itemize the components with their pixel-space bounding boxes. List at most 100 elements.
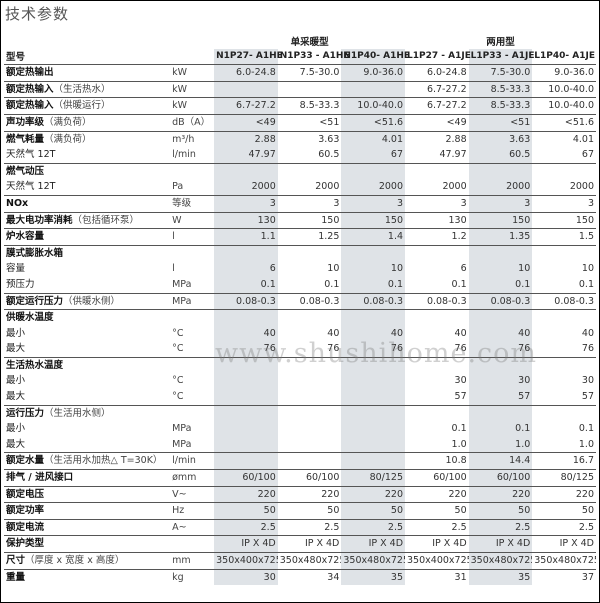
value-cell <box>532 244 596 262</box>
value-cell: 67 <box>581 149 594 161</box>
value-cell <box>214 80 278 98</box>
row-unit: dB（A） <box>170 113 215 132</box>
value-cell: 0.08-0.3 <box>405 292 469 310</box>
value-cell: 10 <box>341 261 406 277</box>
table-row: 炉水容量 l 1.1 1.25 1.4 1.2 1.35 1.5 <box>4 228 596 246</box>
row-unit: W <box>170 211 215 229</box>
value-cell: 1.25 <box>277 228 342 246</box>
row-label: 炉水容量 <box>6 231 45 243</box>
value-cell: 350x480x725 <box>277 552 342 570</box>
value-cell: 3 <box>468 194 533 213</box>
value-cell: 1.0 <box>578 438 594 450</box>
row-label-cell: 额定热输出 <box>4 64 171 82</box>
value-cell <box>405 162 469 180</box>
value-cell: 220 <box>468 485 533 503</box>
row-label-cell: 最大 <box>4 437 170 453</box>
value-cell <box>214 162 278 180</box>
row-unit: l <box>170 228 215 246</box>
value-cell: 80/125 <box>532 469 596 487</box>
value-cell: 60.5 <box>318 149 340 161</box>
value-cell <box>214 452 278 470</box>
model-header: L1P33 - A1JE <box>468 48 534 65</box>
value-cell <box>405 404 469 422</box>
row-unit: ømm <box>170 469 215 487</box>
value-cell: 150 <box>341 211 406 229</box>
row-label-cell: 额定热输入（供暖运行） <box>4 97 171 115</box>
row-label-cell: 生活热水温度 <box>4 356 171 374</box>
value-cell: 0.1 <box>578 423 594 435</box>
value-cell <box>278 373 342 389</box>
value-cell: 2.88 <box>214 130 278 148</box>
table-row: 额定电压 V~ 220 220 220 220 220 220 <box>4 485 596 503</box>
row-label: 容量 <box>6 263 26 275</box>
row-label-cell: 最大电功率消耗（包括循环泵） <box>4 211 171 229</box>
value-cell: 2.5 <box>532 518 596 536</box>
row-unit: l/min <box>172 149 196 161</box>
value-cell: 350x480x725 <box>341 552 406 570</box>
value-cell: 76 <box>327 343 340 355</box>
value-cell: 50 <box>214 502 278 520</box>
table-row: 最大电功率消耗（包括循环泵） W 130 150 150 130 150 150 <box>4 211 596 229</box>
page-title: 技术参数 <box>5 5 70 23</box>
value-cell: 10 <box>468 261 533 277</box>
value-cell <box>278 389 342 405</box>
row-label: 生活热水温度 <box>6 359 64 371</box>
row-label: 保护类型 <box>6 538 45 550</box>
table-row: 最小 MPa 0.1 0.1 0.1 <box>4 421 596 437</box>
model-header: N1P33 - A1HE <box>279 51 350 62</box>
row-label: 最大 <box>6 391 26 403</box>
value-cell: 50 <box>341 502 406 520</box>
table-row: 燃气动压 <box>4 162 596 180</box>
value-cell: 35 <box>341 568 406 586</box>
value-cell <box>468 356 533 374</box>
value-cell <box>341 80 406 98</box>
value-cell: 3 <box>405 194 469 213</box>
value-cell: 6.7-27.2 <box>405 80 469 98</box>
row-label: 燃气耗量 <box>6 133 45 145</box>
row-label-note: （满负荷） <box>44 116 92 128</box>
row-label: 额定电压 <box>6 488 45 500</box>
row-label-note: （厚度 x 宽度 x 高度） <box>25 555 125 566</box>
value-cell: 57 <box>468 389 533 406</box>
value-cell: 60/100 <box>277 469 342 487</box>
row-label: 额定运行压力 <box>6 295 64 307</box>
row-label-cell: 天然气 12T <box>4 147 170 163</box>
value-cell: 10 <box>581 263 594 275</box>
row-label-note: （供暖水侧） <box>63 295 121 307</box>
value-cell: <49 <box>214 113 278 132</box>
row-label-cell: 燃气耗量（满负荷） <box>4 130 171 148</box>
value-cell: 220 <box>341 485 406 503</box>
row-label: 额定热输入 <box>6 100 54 112</box>
value-cell: 3 <box>532 194 596 213</box>
value-cell <box>341 436 406 453</box>
value-cell <box>341 373 406 390</box>
row-label-cell: 额定电压 <box>4 485 171 503</box>
row-label: 预压力 <box>6 278 35 290</box>
row-label: 最大 <box>6 438 26 450</box>
table-row: 最大 MPa 1.0 1.0 1.0 <box>4 436 596 453</box>
row-label-cell: 运行压力（生活用水侧） <box>4 404 171 422</box>
value-cell <box>278 421 342 437</box>
value-cell: 40 <box>581 327 594 339</box>
value-cell: 76 <box>341 341 406 358</box>
row-label: 额定电流 <box>6 521 45 533</box>
value-cell: 3.63 <box>277 130 342 148</box>
row-label: 额定热输出 <box>6 67 54 79</box>
value-cell: 30 <box>468 373 533 390</box>
value-cell: 1.0 <box>451 438 467 450</box>
row-unit: Hz <box>170 502 215 520</box>
value-cell: 6.0-24.8 <box>405 64 469 82</box>
model-header: N1P27- A1HE <box>214 48 283 65</box>
value-cell: <49 <box>405 113 469 132</box>
table-row: 供暖水温度 <box>4 309 596 326</box>
value-cell: 47.97 <box>439 149 467 161</box>
value-cell: <51 <box>468 113 533 132</box>
value-cell: 0.08-0.3 <box>214 292 278 310</box>
value-cell: 1.4 <box>341 228 406 246</box>
table-row: 额定热输入（生活热水） kW 6.7-27.2 8.5-33.3 10.0-40.0 <box>4 80 596 98</box>
value-cell: <51.6 <box>532 113 596 132</box>
value-cell <box>468 244 533 262</box>
value-cell: 2000 <box>341 179 406 196</box>
value-cell: 67 <box>341 147 406 164</box>
row-unit: l <box>172 263 175 275</box>
